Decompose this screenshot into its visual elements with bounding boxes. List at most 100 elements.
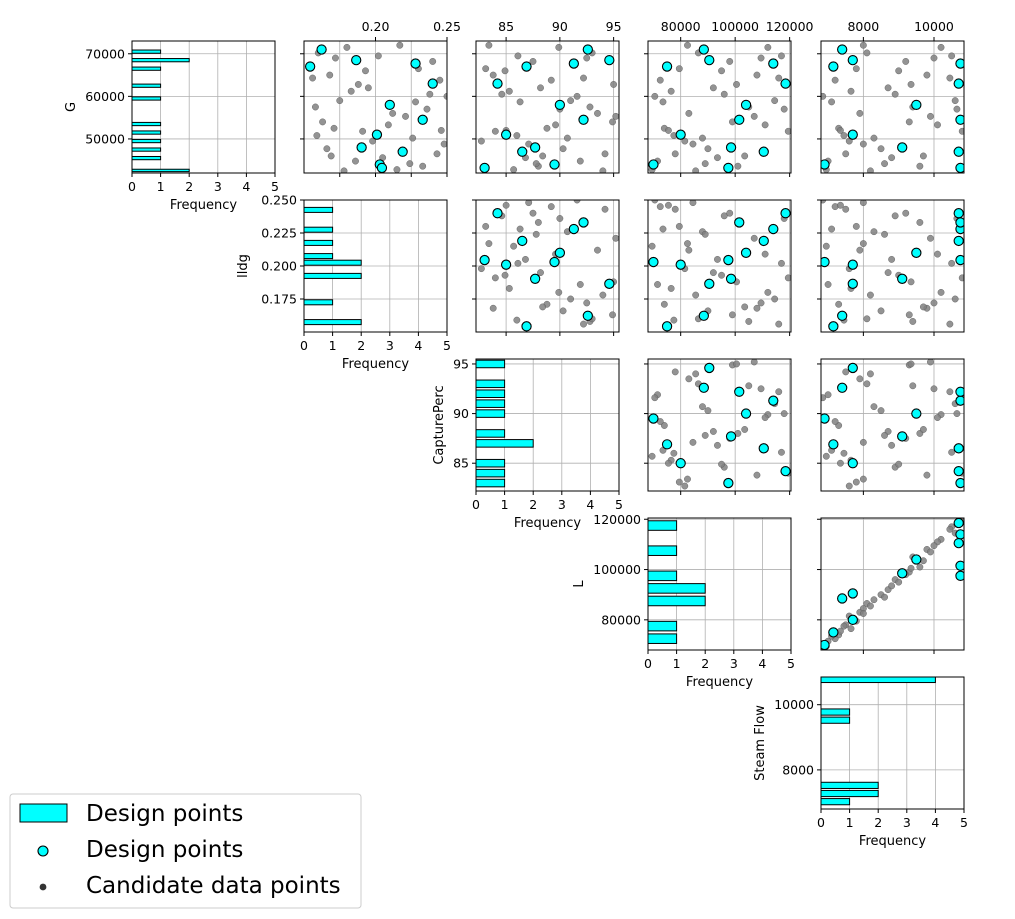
x-tick-label: 3: [903, 815, 911, 830]
design-point: [578, 114, 589, 125]
candidate-point: [837, 127, 844, 134]
candidate-point: [601, 205, 609, 213]
y-tick-label: 95: [453, 356, 469, 371]
design-point: [492, 208, 503, 219]
candidate-point: [573, 92, 581, 100]
design-point: [911, 99, 922, 111]
candidate-point: [891, 212, 899, 220]
candidate-point: [552, 121, 559, 129]
candidate-point: [501, 67, 509, 75]
design-point: [955, 254, 964, 266]
histogram-bar: [821, 677, 936, 684]
candidate-point: [856, 109, 864, 117]
histogram-bar: [476, 409, 506, 418]
candidate-point: [881, 160, 888, 168]
x-tick-label: 3: [558, 497, 566, 512]
x-tick-label: 5: [615, 497, 623, 512]
candidate-point: [916, 219, 924, 226]
candidate-point: [840, 449, 848, 457]
candidate-point: [923, 71, 931, 79]
x-tick-label: 2: [185, 179, 193, 194]
design-point: [549, 159, 560, 170]
design-point: [955, 217, 964, 228]
candidate-point: [842, 205, 850, 213]
candidate-point: [393, 166, 401, 173]
candidate-point: [934, 121, 941, 129]
candidate-point: [757, 299, 765, 307]
candidate-point: [660, 300, 668, 308]
x-tick-label: 2: [874, 815, 882, 830]
candidate-point: [909, 382, 917, 390]
candidate-point: [671, 368, 679, 376]
candidate-point: [580, 320, 587, 328]
design-point: [554, 99, 566, 111]
candidate-point: [937, 43, 945, 51]
design-point: [955, 477, 964, 489]
design-point: [661, 439, 673, 450]
design-point: [740, 99, 752, 111]
candidate-point: [396, 41, 404, 49]
candidate-point: [927, 112, 934, 120]
x-tick-label: 2: [701, 656, 709, 671]
histogram-bars: [648, 520, 706, 644]
candidate-point: [784, 127, 791, 135]
candidate-point: [907, 564, 915, 572]
x-tick-label: 3: [730, 656, 738, 671]
candidate-point: [567, 97, 575, 105]
candidate-point: [888, 582, 896, 590]
candidate-point: [958, 127, 964, 135]
histogram-bar: [476, 468, 506, 478]
design-point: [492, 78, 503, 89]
x-axis-label: Frequency: [342, 357, 409, 372]
candidate-point: [665, 201, 672, 209]
candidate-point: [670, 449, 678, 457]
design-point: [897, 273, 908, 284]
design-point: [410, 58, 421, 69]
y-tick-label: 100000: [593, 562, 641, 577]
x-tick-label: 4: [758, 656, 766, 671]
design-point: [847, 259, 858, 270]
candidate-point: [847, 625, 855, 633]
scatter-points: [477, 41, 619, 173]
histogram-bar: [132, 58, 190, 63]
histogram-bar: [476, 429, 506, 438]
design-point: [955, 162, 964, 173]
design-point: [828, 61, 839, 72]
candidate-point: [684, 475, 691, 483]
panel-captureperc-vs-captureperc: [472, 358, 620, 495]
histogram-bar: [648, 583, 706, 594]
histogram-bar: [821, 798, 851, 806]
candidate-point: [895, 67, 903, 75]
candidate-point: [741, 303, 749, 311]
candidate-point: [352, 157, 359, 165]
candidate-point: [384, 121, 392, 129]
candidate-point: [870, 596, 878, 604]
candidate-point: [916, 563, 924, 571]
candidate-point: [583, 54, 591, 62]
candidate-point: [580, 74, 587, 82]
design-point: [837, 310, 848, 321]
design-point: [821, 256, 830, 268]
candidate-point: [409, 134, 417, 142]
design-point: [953, 466, 964, 477]
candidate-point: [709, 428, 717, 435]
panel-g-vs-l: [644, 37, 792, 177]
design-point: [955, 560, 964, 571]
candidate-point: [701, 230, 709, 238]
design-point: [578, 217, 589, 228]
candidate-point: [594, 109, 601, 117]
design-point: [698, 310, 709, 321]
panel-frame: [820, 358, 965, 492]
candidate-point: [741, 152, 749, 160]
candidate-point: [681, 137, 689, 145]
design-point: [955, 570, 964, 581]
candidate-point: [852, 65, 860, 73]
candidate-point: [948, 448, 956, 456]
candidate-point: [859, 200, 867, 207]
y-tick-label: 0.175: [261, 292, 297, 307]
design-point: [521, 61, 532, 72]
design-point: [648, 159, 659, 170]
candidate-point: [870, 403, 878, 411]
candidate-point: [718, 460, 725, 468]
panel-g-vs-lldg: [300, 37, 448, 177]
